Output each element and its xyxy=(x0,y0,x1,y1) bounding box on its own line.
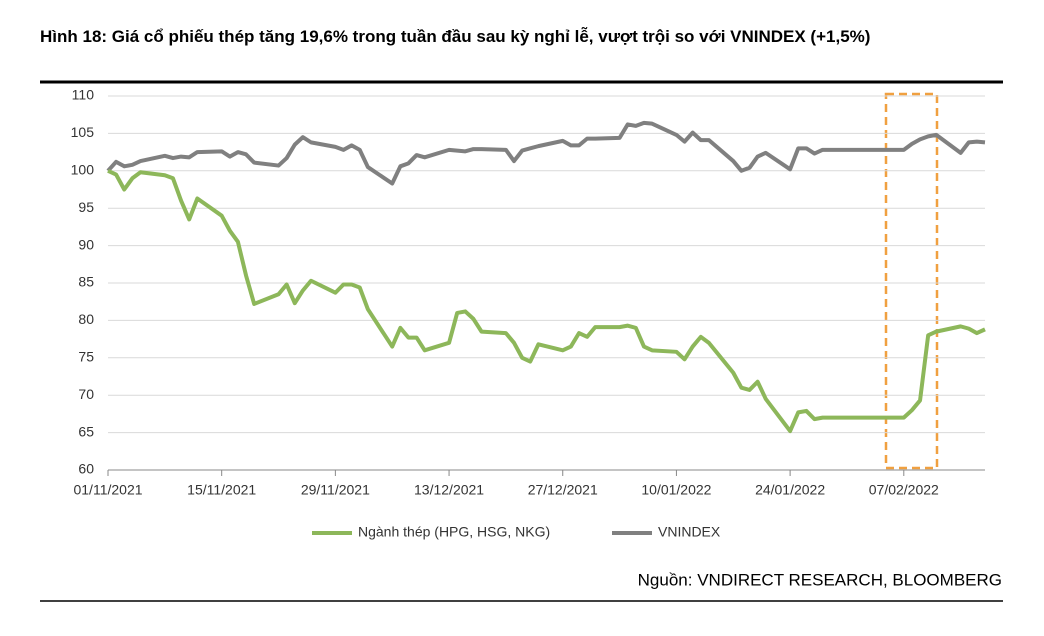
source: Nguồn: VNDIRECT RESEARCH, BLOOMBERG xyxy=(638,570,1002,589)
y-tick-label: 65 xyxy=(78,423,94,439)
y-tick-label: 60 xyxy=(78,461,94,477)
x-tick-label: 10/01/2022 xyxy=(641,482,711,498)
y-tick-label: 90 xyxy=(78,236,94,252)
x-tick-label: 01/11/2021 xyxy=(73,482,142,498)
x-tick-label: 13/12/2021 xyxy=(414,482,484,498)
y-tick-label: 95 xyxy=(78,199,94,215)
highlight-box xyxy=(884,92,939,470)
y-tick-label: 110 xyxy=(72,87,95,103)
y-tick-label: 85 xyxy=(78,274,94,290)
x-tick-label: 15/11/2021 xyxy=(187,482,256,498)
chart-title: Hình 18: Giá cổ phiếu thép tăng 19,6% tr… xyxy=(40,27,871,46)
x-tick-label: 07/02/2022 xyxy=(869,482,939,498)
y-tick-label: 80 xyxy=(78,311,94,327)
y-tick-label: 100 xyxy=(71,162,95,178)
y-tick-label: 70 xyxy=(78,386,94,402)
x-tick-label: 29/11/2021 xyxy=(301,482,370,498)
y-tick-label: 75 xyxy=(78,349,94,365)
legend-label: Ngành thép (HPG, HSG, NKG) xyxy=(358,524,550,540)
y-tick-label: 105 xyxy=(71,124,95,140)
series-line xyxy=(107,168,986,434)
legend-label: VNINDEX xyxy=(658,524,721,540)
series-line xyxy=(106,120,986,186)
x-tick-label: 24/01/2022 xyxy=(755,482,825,498)
x-tick-label: 27/12/2021 xyxy=(528,482,598,498)
